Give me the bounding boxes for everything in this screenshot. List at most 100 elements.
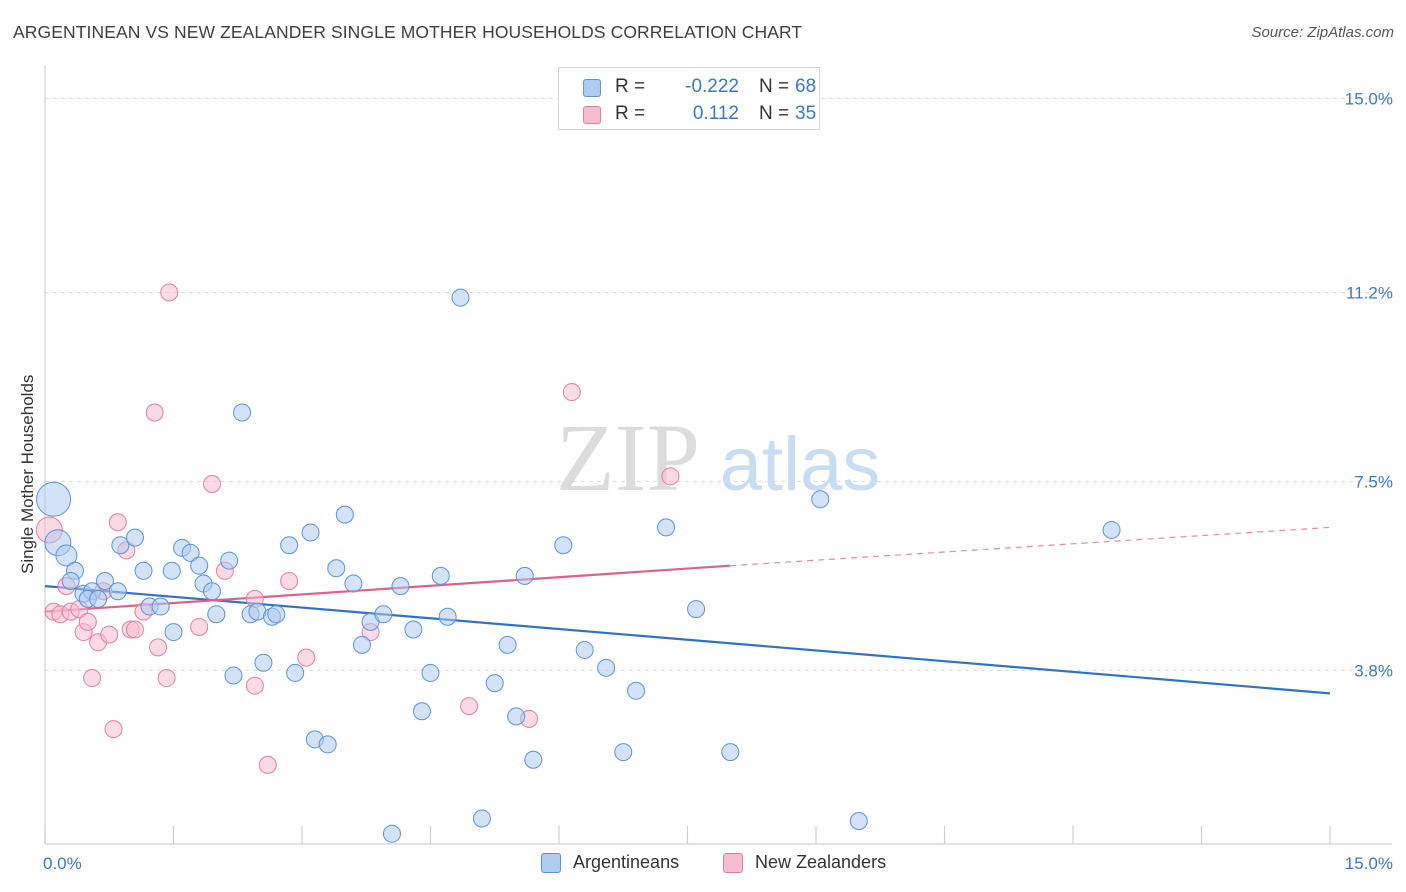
argentineans-point [327,559,346,578]
watermark: ZIP atlas [556,404,880,511]
argentineans-point [125,528,144,547]
argentineans-point [849,812,868,831]
new-zealanders-point [661,467,680,486]
argentineans-point [451,288,470,307]
argentineans-point [352,635,371,654]
argentineans-point [267,605,286,624]
y-tick-label: 11.2% [1346,283,1393,302]
argentineans-point [61,572,80,591]
argentineans-point [1102,520,1121,539]
argentineans-point [554,536,573,555]
argentineans-point [162,561,181,580]
y-tick-label: 7.5% [1354,472,1393,491]
new-zealanders-point [258,755,277,774]
argentineans-point [254,653,273,672]
argentineans-point [190,556,209,575]
argentineans-point [438,607,457,626]
argentineans-point [811,490,830,509]
argentineans-point [108,582,127,601]
argentineans-point [374,605,393,624]
argentineans-point [318,735,337,754]
new-zealanders-point [280,572,299,591]
new-zealanders-point [160,283,179,302]
y-tick-labels: 3.8% 7.5% 11.2% 15.0% [1345,89,1393,680]
argentineans-point [55,544,78,567]
new-zealanders-point [78,612,97,631]
n-label: N = [759,76,790,97]
argentineans-point [286,663,305,682]
new-zealanders-point [203,474,222,493]
new-zealanders-trend-extension [730,526,1331,567]
argentineans-point [233,403,252,422]
legend-label: New Zealanders [755,852,887,872]
watermark-atlas: atlas [720,422,881,507]
argentineans-point [515,566,534,585]
r-label: R = [615,103,646,124]
argentineans-point [164,623,183,642]
argentineans-point [524,750,543,769]
argentineans-point [203,582,222,601]
argentineans-point [151,597,170,616]
argentineans-point [404,620,423,639]
new-zealanders-point [190,617,209,636]
argentineans-point [614,743,633,762]
correlation-legend: R = -0.222 N = 68 R = 0.112 N = 35 [558,67,820,130]
grid-lines [45,97,1392,671]
chart-title: ARGENTINEAN VS NEW ZEALANDER SINGLE MOTH… [13,22,803,42]
argentineans-point [412,702,431,721]
new-zealanders-point [460,697,479,716]
argentineans-point [421,663,440,682]
argentineans-point [301,523,320,542]
argentineans-point [95,572,114,591]
argentineans-point [224,666,243,685]
legend-label: Argentineans [573,852,680,872]
new-zealanders-point [100,625,119,644]
argentineans-point [431,566,450,585]
argentineans-point [111,536,130,555]
new-zealanders-point [145,403,164,422]
x-tick-labels: 0.0% 15.0% [43,854,1393,873]
new-zealanders-point [297,648,316,667]
axes [44,66,1392,845]
pink-swatch [583,106,601,124]
argentineans-point [89,589,108,608]
n-label: N = [759,103,790,124]
y-tick-label: 3.8% [1354,661,1393,680]
r-value: 0.112 [692,103,739,124]
argentineans-point [687,600,706,619]
argentineans-point [134,561,153,580]
argentineans-point [181,543,200,562]
source-label: Source: ZipAtlas.com [1251,24,1394,41]
argentineans-point [391,577,410,596]
argentineans-point [280,536,299,555]
argentineans-point [335,505,354,524]
r-value: -0.222 [685,76,739,97]
argentineans-point [657,518,676,537]
blue-swatch [541,853,561,873]
watermark-zip: ZIP [556,404,700,511]
argentineans-point [472,809,491,828]
pink-swatch [723,853,743,873]
argentineans-point [507,707,526,726]
x-tick-label: 15.0% [1345,854,1393,873]
new-zealanders-point [83,669,102,688]
y-axis-label: Single Mother Households [18,374,37,574]
new-zealanders-point [562,383,581,402]
y-tick-label: 15.0% [1345,89,1393,108]
new-zealanders-point [245,676,264,695]
argentineans-point [207,605,226,624]
argentineans-point [344,574,363,593]
argentineans-point [485,674,504,693]
argentineans-point [575,640,594,659]
r-label: R = [615,76,646,97]
n-value: 35 [795,103,817,124]
new-zealanders-points [35,283,680,774]
x-tick-label: 0.0% [43,854,82,873]
n-value: 68 [795,76,817,97]
argentineans-point [36,481,72,517]
new-zealanders-point [104,720,123,739]
new-zealanders-point [149,638,168,657]
argentineans-point [597,658,616,677]
argentineans-point [498,635,517,654]
